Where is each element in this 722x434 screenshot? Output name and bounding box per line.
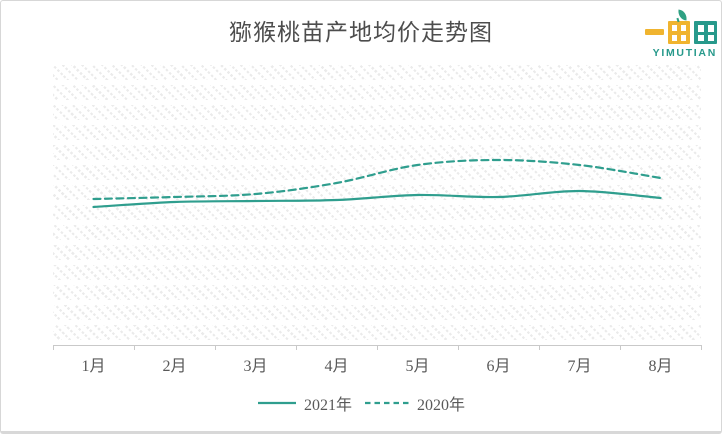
x-axis-labels: 1月 2月 3月 4月 5月 6月 7月 8月 (53, 352, 701, 376)
logo-green-building-icon (694, 21, 717, 44)
legend: 2021年 2020年 (0, 391, 722, 415)
x-axis-tick (53, 345, 54, 350)
x-axis-tick (377, 345, 378, 350)
x-axis-label: 1月 (81, 358, 106, 375)
x-axis-label: 5月 (405, 358, 430, 375)
x-axis-label: 8月 (648, 358, 673, 375)
legend-item-2021: 2021年 (257, 391, 352, 415)
yimutian-logo-mark-icon (633, 7, 717, 44)
x-axis-label: 4月 (324, 358, 349, 375)
x-axis-tick (539, 345, 540, 350)
legend-label: 2020年 (417, 397, 466, 414)
x-axis-tick (215, 345, 216, 350)
x-axis-tick (620, 345, 621, 350)
x-axis-label: 2月 (162, 358, 187, 375)
x-axis-tick (458, 345, 459, 350)
x-axis-label: 3月 (243, 358, 268, 375)
legend-label: 2021年 (303, 397, 352, 414)
logo-leaf-icon (677, 9, 688, 21)
x-axis-tick (701, 345, 702, 350)
x-axis-ticks (53, 345, 702, 351)
x-axis-label: 6月 (486, 358, 511, 375)
logo-dash-icon (645, 29, 664, 35)
x-axis-tick (296, 345, 297, 350)
x-axis-tick (134, 345, 135, 350)
chart-title: 猕猴桃苗产地均价走势图 (229, 19, 493, 45)
logo-wordmark: YIMUTIAN (652, 47, 717, 59)
plot-area (53, 65, 701, 344)
solid-line-swatch-icon (257, 401, 296, 405)
x-axis-label: 7月 (567, 358, 592, 375)
logo-yellow-building-icon (668, 9, 690, 44)
dashed-line-swatch-icon (365, 401, 409, 405)
legend-item-2020: 2020年 (364, 391, 465, 415)
yimutian-logo[interactable]: YIMUTIAN (633, 7, 717, 59)
